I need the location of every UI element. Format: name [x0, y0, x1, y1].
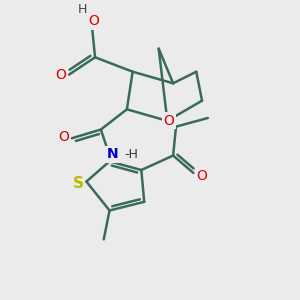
Text: O: O [55, 68, 66, 82]
Text: O: O [58, 130, 69, 144]
Text: O: O [88, 14, 99, 28]
Text: O: O [196, 169, 208, 183]
Text: S: S [73, 176, 84, 190]
Text: H: H [77, 3, 87, 16]
Text: O: O [164, 114, 174, 128]
Text: -H: -H [124, 148, 138, 160]
Text: N: N [106, 147, 118, 161]
